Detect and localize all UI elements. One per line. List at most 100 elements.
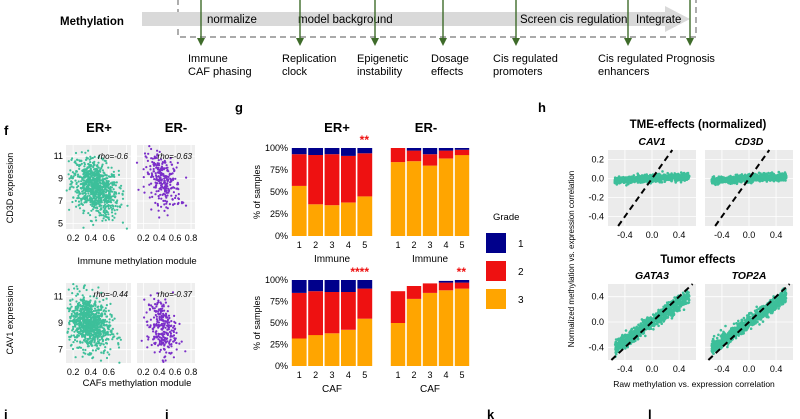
scatter-point bbox=[152, 175, 155, 178]
scatter-point bbox=[90, 175, 93, 178]
scatter-point bbox=[639, 334, 642, 338]
scatter-point bbox=[71, 292, 74, 295]
scatter-point bbox=[89, 163, 92, 167]
scatter-point bbox=[110, 211, 114, 214]
scatter-point bbox=[162, 304, 165, 307]
scatter-point bbox=[666, 177, 669, 180]
f-scatter-plot: rho=-0.630.2 0.4 0.6 0.8 bbox=[135, 145, 197, 243]
bar-segment-grade-2 bbox=[406, 286, 422, 299]
scatter-point bbox=[169, 181, 172, 184]
scatter-point bbox=[109, 199, 112, 202]
scatter-point bbox=[76, 308, 79, 311]
scatter-point bbox=[87, 212, 90, 215]
scatter-point bbox=[93, 321, 96, 324]
scatter-point bbox=[113, 191, 116, 194]
output-label: CAF phasing bbox=[188, 66, 252, 78]
scatter-point bbox=[153, 186, 156, 189]
scatter-point bbox=[150, 182, 153, 185]
bar-segment-grade-1 bbox=[454, 280, 470, 283]
scatter-point bbox=[143, 298, 146, 301]
scatter-point bbox=[153, 297, 156, 301]
scatter-point bbox=[108, 192, 111, 195]
output-arrow-head bbox=[197, 38, 205, 46]
y-tick-label: 0.2 bbox=[591, 155, 604, 165]
scatter-point bbox=[93, 318, 96, 321]
scatter-point bbox=[157, 338, 160, 341]
scatter-point bbox=[97, 184, 100, 187]
scatter-point bbox=[150, 176, 153, 179]
scatter-point bbox=[71, 347, 75, 351]
scatter-point bbox=[101, 158, 104, 161]
scatter-point bbox=[153, 178, 156, 181]
scatter-point bbox=[99, 208, 102, 211]
bar-segment-grade-3 bbox=[357, 196, 373, 236]
scatter-point bbox=[120, 203, 123, 206]
scatter-point bbox=[614, 181, 617, 185]
x-tick-label: 3 bbox=[427, 370, 432, 380]
scatter-point bbox=[89, 187, 92, 190]
scatter-point bbox=[104, 332, 107, 335]
scatter-point bbox=[156, 301, 159, 305]
scatter-point bbox=[95, 184, 99, 187]
scatter-point bbox=[81, 311, 84, 314]
scatter-point bbox=[625, 184, 628, 187]
subplot-title: GATA3 bbox=[635, 270, 669, 282]
scatter-point bbox=[156, 310, 160, 313]
x-tick-label: 4 bbox=[346, 240, 351, 250]
x-tick-label: 1 bbox=[297, 370, 302, 380]
scatter-point bbox=[164, 199, 167, 202]
scatter-point bbox=[154, 201, 157, 204]
scatter-point bbox=[79, 318, 82, 322]
bar-segment-grade-1 bbox=[324, 148, 340, 155]
scatter-point bbox=[84, 301, 87, 304]
scatter-point bbox=[152, 316, 156, 319]
scatter-point bbox=[90, 184, 93, 188]
scatter-point bbox=[100, 196, 103, 199]
scatter-point bbox=[91, 161, 95, 164]
scatter-point bbox=[81, 294, 84, 297]
scatter-point bbox=[121, 193, 124, 196]
scatter-point bbox=[106, 177, 109, 180]
scatter-point bbox=[111, 338, 114, 341]
scatter-point bbox=[170, 194, 173, 197]
x-tick-label: 3 bbox=[427, 240, 432, 250]
scatter-point bbox=[158, 170, 161, 173]
rho-label: rho=-0.63 bbox=[158, 152, 193, 161]
scatter-point bbox=[158, 333, 161, 336]
scatter-point bbox=[664, 312, 668, 315]
y-tick-label: 0% bbox=[275, 361, 288, 371]
scatter-point bbox=[148, 196, 151, 199]
scatter-point bbox=[115, 181, 118, 184]
y-tick-label: -0.2 bbox=[588, 193, 604, 203]
scatter-point bbox=[70, 314, 73, 317]
scatter-point bbox=[81, 341, 84, 344]
bar-segment-grade-3 bbox=[308, 204, 323, 236]
scatter-point bbox=[105, 210, 108, 213]
scatter-point bbox=[107, 207, 110, 210]
bar-segment-grade-1 bbox=[291, 280, 307, 293]
bar-segment-grade-1 bbox=[324, 280, 340, 292]
scatter-point bbox=[152, 167, 155, 171]
scatter-point bbox=[777, 170, 781, 174]
scatter-point bbox=[711, 181, 715, 185]
scatter-point bbox=[172, 329, 175, 332]
output-label: instability bbox=[357, 66, 403, 78]
scatter-point bbox=[83, 169, 87, 172]
scatter-point bbox=[100, 325, 103, 328]
scatter-point bbox=[161, 328, 164, 331]
scatter-point bbox=[163, 336, 166, 339]
scatter-point bbox=[68, 310, 71, 313]
scatter-point bbox=[83, 165, 86, 168]
scatter-point bbox=[90, 209, 93, 212]
scatter-point bbox=[74, 316, 77, 319]
scatter-point bbox=[89, 161, 92, 164]
panel-h: TME-effects (normalized) Tumor effects C… bbox=[567, 119, 793, 389]
scatter-point bbox=[157, 162, 160, 165]
scatter-point bbox=[83, 171, 86, 174]
scatter-point bbox=[168, 172, 171, 175]
scatter-point bbox=[74, 319, 77, 322]
scatter-point bbox=[87, 149, 90, 152]
scatter-point bbox=[96, 189, 99, 192]
scatter-point bbox=[627, 176, 631, 180]
scatter-point bbox=[110, 166, 113, 169]
